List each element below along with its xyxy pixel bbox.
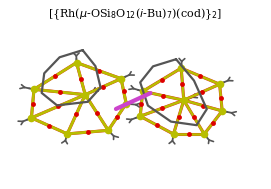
Text: [{Rh($\mu$-OSi$_8$O$_{12}$($i$-Bu)$_7$)(cod)}$_2$]: [{Rh($\mu$-OSi$_8$O$_{12}$($i$-Bu)$_7$)(… [48, 6, 223, 22]
